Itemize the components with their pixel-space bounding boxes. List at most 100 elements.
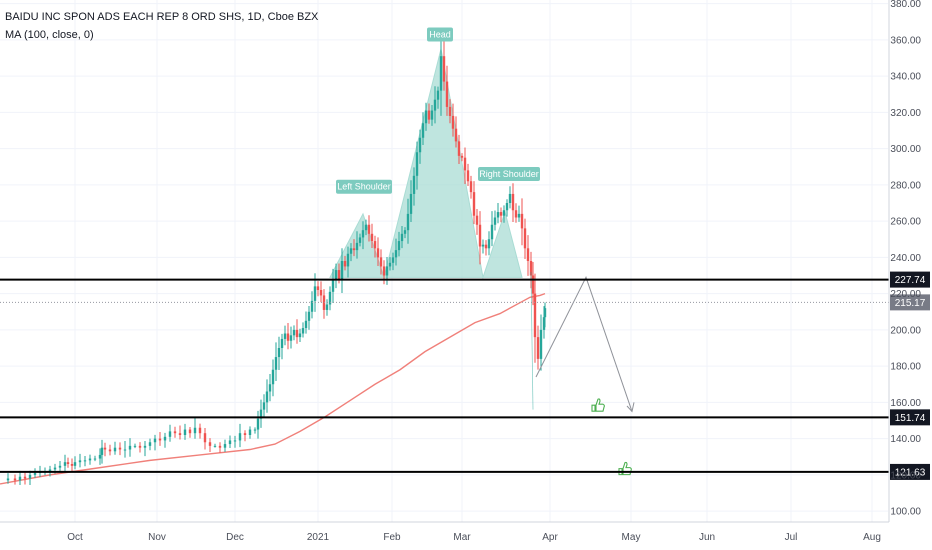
candle-body [128,445,132,450]
candle-body [523,228,527,249]
candle-body [228,440,232,445]
candle-body [466,170,470,182]
candle-body [265,391,269,403]
candle-body [442,56,446,82]
candle-body [304,320,308,329]
candle-body [325,304,329,310]
candle-body [493,217,497,225]
last-price-box [890,294,930,311]
candle-body [58,465,62,468]
candle-body [502,210,506,216]
candle-body [28,474,32,479]
y-tick-label: 160.00 [890,398,921,409]
y-tick-label: 340.00 [890,72,921,83]
level-label-box [890,409,930,426]
y-tick-label: 180.00 [890,362,921,373]
candle-body [346,253,350,267]
x-tick-label: Nov [148,532,166,543]
candle-body [349,248,353,254]
candle-body [542,317,546,330]
candle-body [78,460,82,463]
candle-body [13,478,17,481]
candle-body [427,110,431,120]
pattern-label-box [478,167,540,181]
moving-average-line [0,292,546,485]
label-layer: Left Shoulder Head Right Shoulder [336,27,540,194]
x-tick-label: 2021 [307,532,330,543]
candle-body [286,333,290,341]
candle-body [543,308,547,318]
y-tick-label: 120.00 [890,470,921,481]
candle-body [33,473,37,475]
candle-body [382,266,386,276]
candle-body [259,409,263,419]
candle-body [262,402,266,410]
candle-body [283,333,287,339]
candle-body [183,429,187,435]
candle-body [460,155,464,158]
y-tick-label: 100.00 [890,507,921,518]
candle-body [23,476,27,479]
x-tick-label: Feb [383,532,401,543]
x-tick-label: Oct [67,532,83,543]
candle-body [223,444,227,448]
candle-body [88,458,92,461]
candle-body [143,445,147,448]
candle-body [358,237,362,243]
candle-body [394,250,398,258]
candle-body [238,433,242,441]
candle-body [340,261,344,280]
candle-body [400,233,404,242]
x-tick-label: Dec [226,532,244,543]
candle-body [148,442,152,446]
candle-body [63,462,67,466]
x-tick-label: Jul [785,532,798,543]
candle-body [83,460,87,462]
candle-body [391,257,395,263]
candle-body [268,384,272,392]
thumbs-up-shape [591,398,605,412]
candle-body [397,241,401,251]
candle-body [403,230,407,234]
candle-body [173,431,177,434]
thumbs-up-icon [591,398,605,412]
candle-body [66,462,70,464]
level-label: 121.63 [895,467,926,478]
candle-body [93,458,97,460]
candle-body [361,230,365,238]
y-tick-label: 360.00 [890,35,921,46]
candle-body [188,429,192,434]
candle-body [454,128,458,142]
y-tick-label: 140.00 [890,434,921,445]
candle-body [295,329,299,338]
candle-body [307,311,311,321]
candle-body [385,266,389,276]
candle-body [457,141,461,156]
y-tick-label: 380.00 [890,0,921,10]
candle-body [539,329,543,359]
candle-body [319,290,323,296]
pattern-label: Right Shoulder [479,169,539,179]
candle-body [364,224,368,231]
chart-title: BAIDU INC SPON ADS EACH REP 8 ORD SHS, 1… [5,11,319,23]
y-tick-label: 220.00 [890,289,921,300]
candle-body [529,261,533,276]
candle-body [163,436,167,441]
candle-body [18,476,22,481]
projection-arrowhead [626,402,635,413]
candle-body [289,335,293,341]
candle-body [213,445,217,447]
candle-body [379,257,383,267]
candle-body [100,447,104,455]
candle-body [271,369,275,385]
candle-body [118,447,122,450]
candle-body [138,445,142,448]
candle-body [475,215,479,225]
candle-body [484,244,488,249]
candle-body [337,270,341,280]
candle-body [448,106,452,116]
candle-layer [6,29,547,486]
level-layer: 227.74 151.74 121.63 215.17 [0,271,930,480]
y-tick-label: 320.00 [890,108,921,119]
